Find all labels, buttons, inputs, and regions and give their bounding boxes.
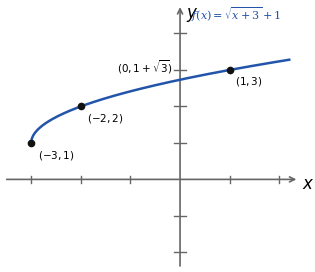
Text: $(1, 3)$: $(1, 3)$ <box>235 75 262 88</box>
Text: $f(x) = \sqrt{x + 3} + 1$: $f(x) = \sqrt{x + 3} + 1$ <box>191 6 281 24</box>
Text: $(-2, 2)$: $(-2, 2)$ <box>87 112 123 125</box>
Text: $\mathit{x}$: $\mathit{x}$ <box>302 175 314 193</box>
Text: $(-3, 1)$: $(-3, 1)$ <box>37 150 74 162</box>
Text: $(0, 1 + \sqrt{3})$: $(0, 1 + \sqrt{3})$ <box>117 58 173 76</box>
Text: $\mathit{y}$: $\mathit{y}$ <box>186 6 198 24</box>
